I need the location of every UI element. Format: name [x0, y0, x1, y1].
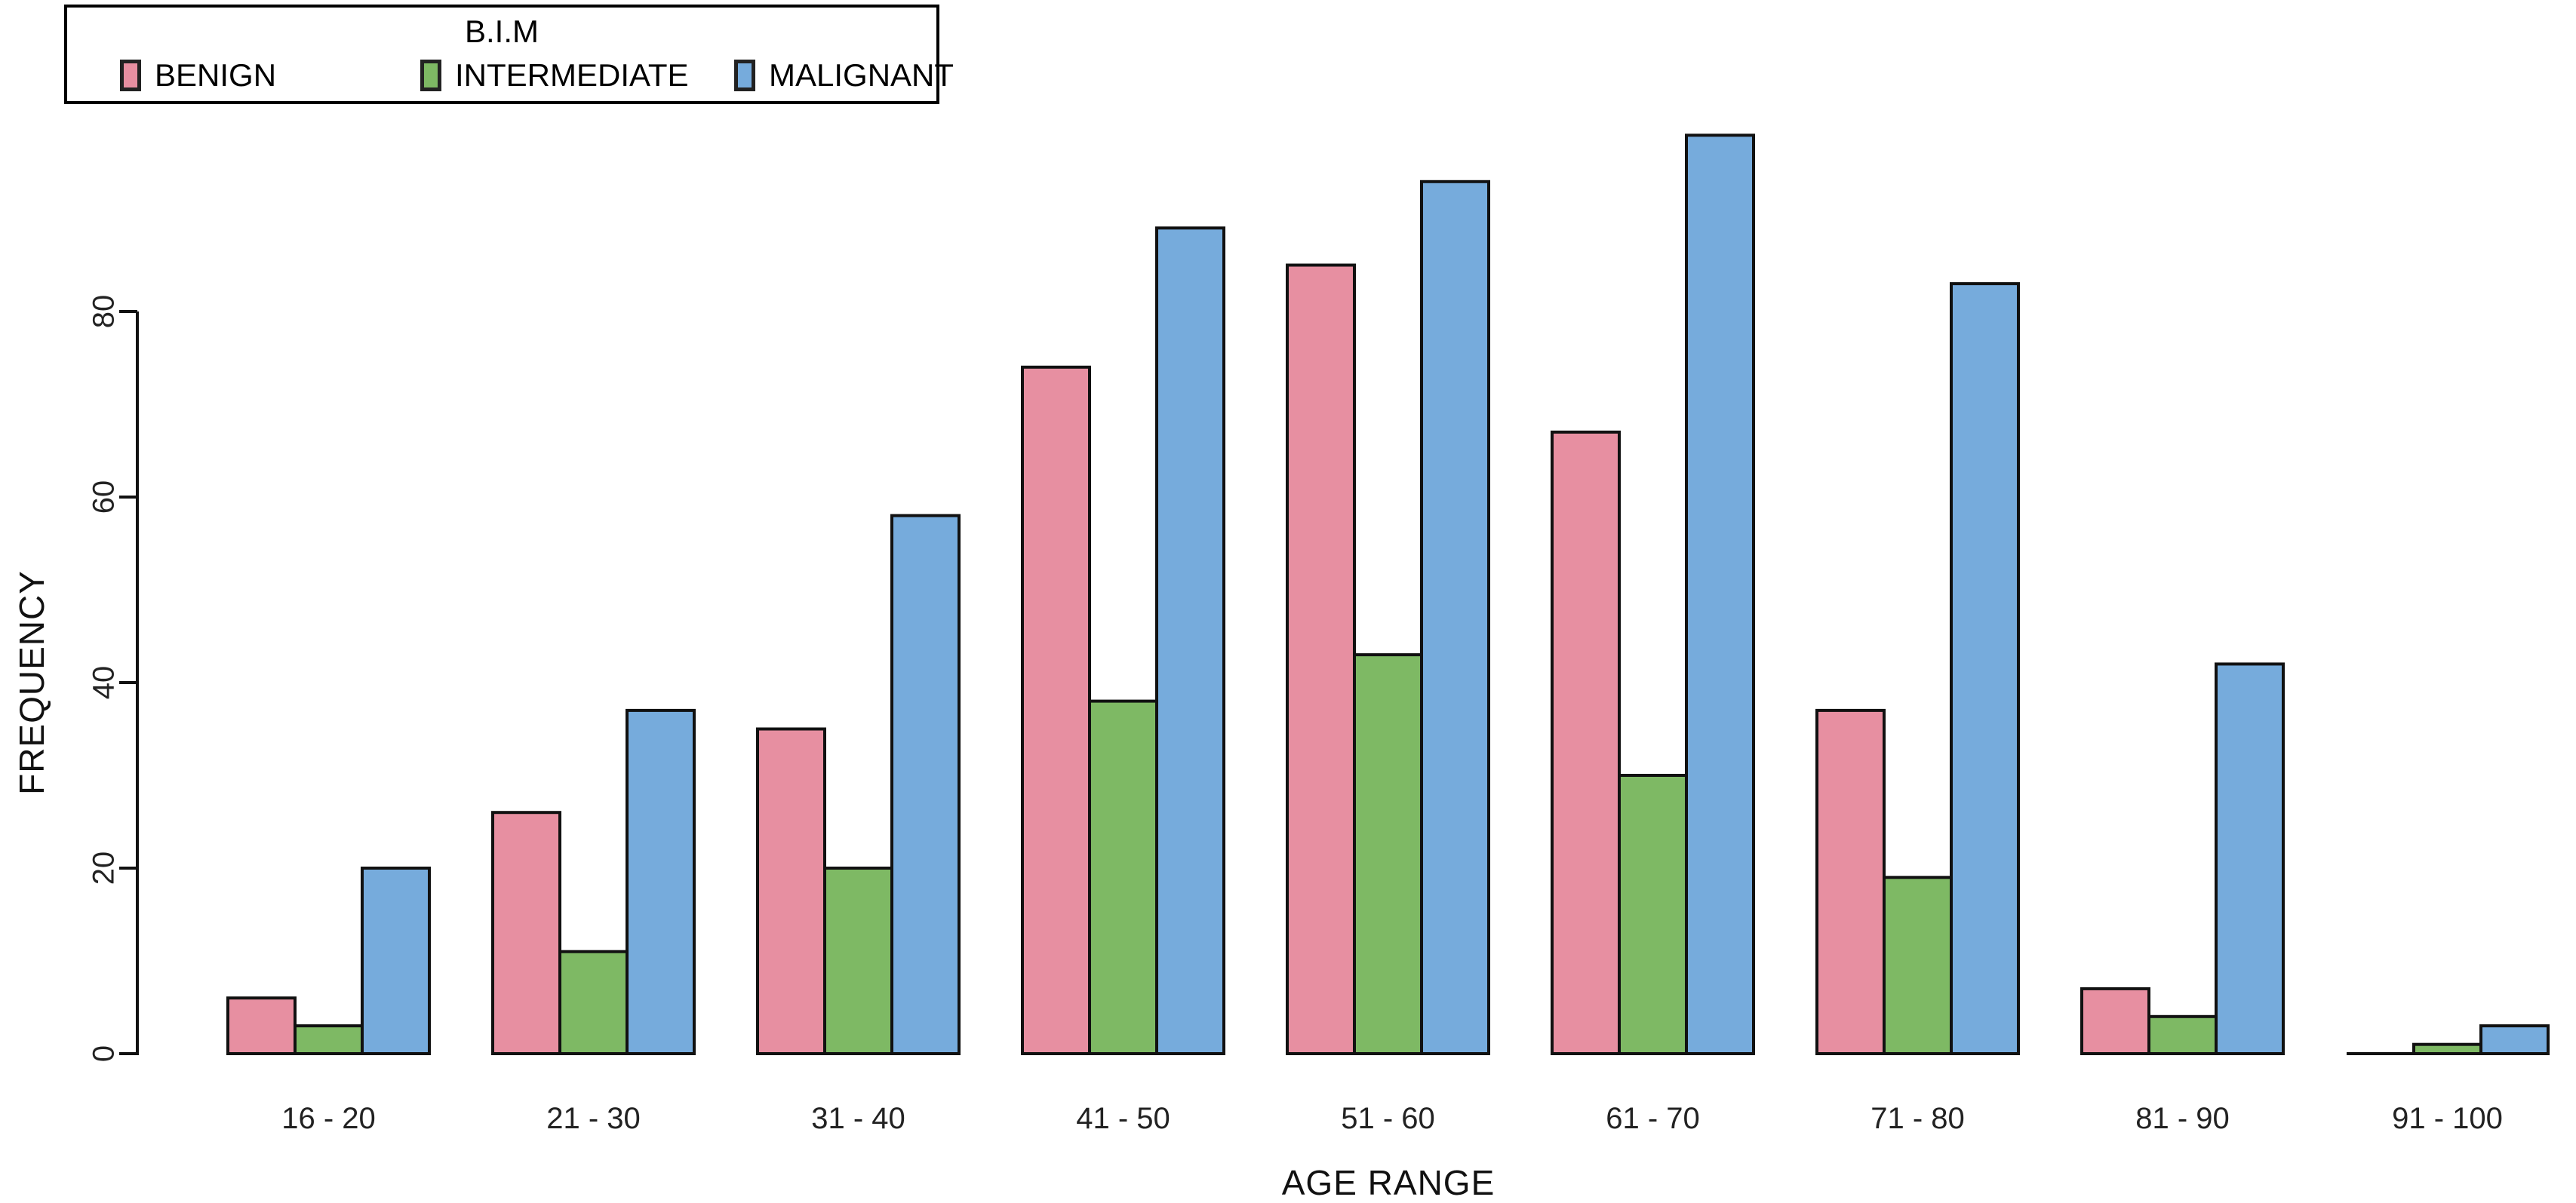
- y-axis-title: FREQUENCY: [12, 570, 51, 795]
- legend-label-benign: BENIGN: [155, 57, 277, 93]
- bar-benign-21-30: [491, 811, 561, 1055]
- bar-malignant-71-80: [1950, 282, 2020, 1056]
- bar-benign-91-100: [2347, 1052, 2414, 1055]
- x-category-label: 41 - 50: [1076, 1102, 1170, 1135]
- bar-benign-31-40: [756, 727, 826, 1055]
- malignant-swatch-icon: [734, 60, 755, 91]
- legend-box: B.I.M BENIGN INTERMEDIATE MALIGNANT: [64, 5, 954, 104]
- y-tick-label: 0: [88, 1045, 121, 1062]
- x-category-label: 61 - 70: [1606, 1102, 1700, 1135]
- x-category-label: 51 - 60: [1341, 1102, 1435, 1135]
- y-tick-label: 80: [88, 295, 121, 329]
- legend-title: B.I.M: [464, 14, 539, 49]
- x-category-label: 81 - 90: [2135, 1102, 2230, 1135]
- bar-benign-51-60: [1286, 263, 1356, 1055]
- bar-malignant-41-50: [1155, 226, 1225, 1055]
- bar-intermediate-51-60: [1353, 653, 1423, 1055]
- bar-intermediate-71-80: [1883, 876, 1953, 1056]
- bar-benign-81-90: [2080, 987, 2150, 1056]
- bar-intermediate-41-50: [1088, 699, 1158, 1055]
- bar-malignant-81-90: [2215, 662, 2285, 1055]
- y-tick-label: 20: [88, 852, 121, 885]
- bar-benign-16-20: [226, 996, 297, 1055]
- bar-intermediate-21-30: [558, 950, 629, 1055]
- x-category-label: 91 - 100: [2392, 1102, 2503, 1135]
- bar-malignant-91-100: [2479, 1024, 2550, 1055]
- bar-intermediate-91-100: [2412, 1042, 2482, 1055]
- bar-benign-71-80: [1815, 708, 1886, 1056]
- bar-benign-61-70: [1551, 430, 1621, 1055]
- bar-intermediate-31-40: [823, 867, 893, 1055]
- x-axis-title: AGE RANGE: [1281, 1163, 1495, 1202]
- y-tick-label: 40: [88, 666, 121, 700]
- bar-malignant-51-60: [1420, 180, 1490, 1055]
- bar-malignant-61-70: [1685, 133, 1755, 1055]
- intermediate-swatch-icon: [420, 60, 441, 91]
- legend-entry-intermediate: INTERMEDIATE: [420, 54, 689, 97]
- bar-malignant-31-40: [890, 514, 961, 1055]
- bar-malignant-21-30: [626, 708, 696, 1056]
- bar-intermediate-61-70: [1618, 774, 1688, 1055]
- legend-label-malignant: MALIGNANT: [769, 57, 954, 93]
- bar-malignant-16-20: [361, 867, 431, 1055]
- y-tick-label: 60: [88, 480, 121, 514]
- x-category-label: 16 - 20: [281, 1102, 376, 1135]
- benign-swatch-icon: [120, 60, 141, 91]
- x-category-label: 21 - 30: [546, 1102, 641, 1135]
- bar-intermediate-81-90: [2147, 1014, 2218, 1056]
- x-category-label: 71 - 80: [1871, 1102, 1965, 1135]
- legend-entries: BENIGN INTERMEDIATE MALIGNANT: [67, 54, 954, 97]
- bar-benign-41-50: [1021, 365, 1091, 1055]
- x-category-label: 31 - 40: [811, 1102, 905, 1135]
- legend-label-intermediate: INTERMEDIATE: [455, 57, 689, 93]
- bar-intermediate-16-20: [294, 1024, 364, 1055]
- legend-entry-benign: BENIGN: [120, 54, 276, 97]
- legend-entry-malignant: MALIGNANT: [734, 54, 954, 97]
